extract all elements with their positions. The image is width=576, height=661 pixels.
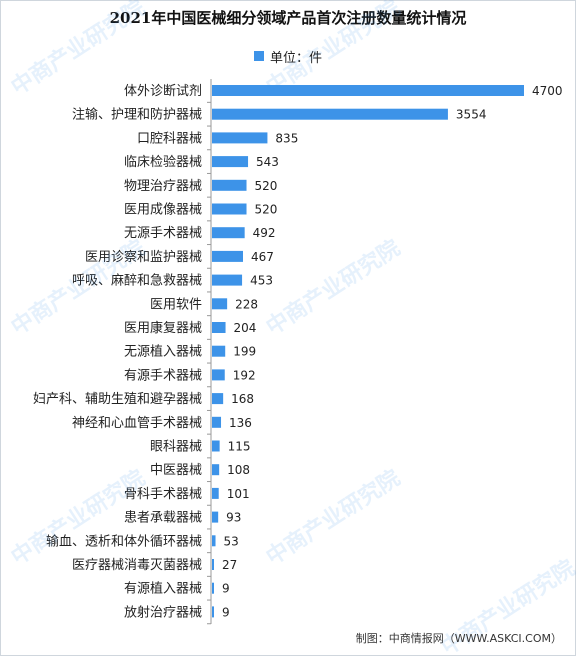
category-label: 注输、护理和防护器械: [72, 107, 202, 123]
category-label: 患者承载器械: [124, 511, 202, 526]
category-label: 无源手术器械: [124, 226, 202, 241]
bar: [212, 322, 226, 333]
category-label: 临床检验器械: [124, 154, 202, 170]
data-label: 453: [250, 274, 273, 288]
bar: [212, 250, 244, 262]
data-label: 108: [227, 463, 250, 477]
bar: [212, 559, 214, 570]
bar: [212, 464, 220, 476]
bar: [212, 274, 243, 286]
data-label: 27: [222, 558, 237, 572]
bar: [212, 108, 448, 120]
category-label: 中医器械: [150, 463, 202, 478]
chart-title: 2021年中国医械细分领域产品首次注册数量统计情况: [109, 9, 467, 27]
data-label: 93: [226, 511, 241, 525]
category-label: 妇产科、辅助生殖和避孕器械: [33, 391, 202, 407]
data-label: 136: [229, 416, 252, 430]
data-label: 228: [235, 297, 258, 311]
data-label: 101: [227, 487, 250, 501]
bar: [212, 345, 226, 357]
data-label: 467: [251, 250, 274, 264]
source-note: 制图：中商情报网（WWW.ASKCI.COM）: [355, 632, 562, 645]
bar: [212, 369, 225, 381]
category-label: 医用软件: [150, 297, 202, 312]
category-label: 医用诊察和监护器械: [85, 250, 202, 265]
data-label: 9: [222, 605, 230, 619]
bar: [212, 416, 222, 428]
category-label: 体外诊断试剂: [124, 84, 202, 99]
category-label: 有源手术器械: [124, 368, 202, 383]
data-label: 492: [253, 226, 276, 240]
category-label: 物理治疗器械: [124, 179, 202, 194]
bar: [212, 535, 216, 547]
category-label: 输血、透析和体外循环器械: [46, 533, 202, 549]
bar: [212, 203, 247, 215]
legend: 单位：件: [254, 48, 323, 66]
category-label: 医疗器械消毒灭菌器械: [72, 558, 202, 573]
category-label: 神经和心血管手术器械: [72, 416, 202, 431]
data-label: 3554: [456, 108, 487, 122]
bar: [212, 227, 245, 239]
data-label: 192: [233, 368, 256, 382]
data-label: 168: [231, 392, 254, 406]
legend-label: 单位：件: [270, 50, 323, 66]
category-label: 眼科器械: [150, 440, 202, 455]
bar: [212, 156, 249, 168]
category-label: 放射治疗器械: [124, 604, 202, 620]
category-label: 呼吸、麻醉和急救器械: [72, 273, 202, 289]
data-label: 9: [222, 582, 230, 596]
bar: [212, 393, 224, 405]
data-label: 4700: [532, 84, 563, 98]
data-label: 199: [233, 345, 256, 359]
bar: [212, 511, 219, 523]
bar: [212, 132, 268, 144]
bar: [212, 582, 214, 594]
category-label: 医用康复器械: [124, 320, 202, 336]
category-label: 有源植入器械: [124, 582, 202, 597]
category-label: 骨科手术器械: [124, 487, 202, 502]
data-label: 204: [234, 321, 257, 335]
data-label: 543: [256, 155, 279, 169]
bar: [212, 606, 214, 618]
data-label: 835: [275, 131, 298, 145]
category-label: 医用成像器械: [124, 203, 202, 218]
category-label: 口腔科器械: [137, 131, 202, 146]
bar: [212, 298, 228, 310]
bar: [212, 85, 524, 96]
legend-swatch: [254, 51, 264, 61]
data-label: 115: [228, 440, 251, 454]
data-label: 53: [224, 534, 239, 548]
bar: [212, 440, 220, 452]
data-label: 520: [255, 179, 278, 193]
category-label: 无源植入器械: [124, 345, 202, 360]
data-label: 520: [255, 203, 278, 217]
bar: [212, 487, 219, 499]
bar: [212, 179, 247, 191]
